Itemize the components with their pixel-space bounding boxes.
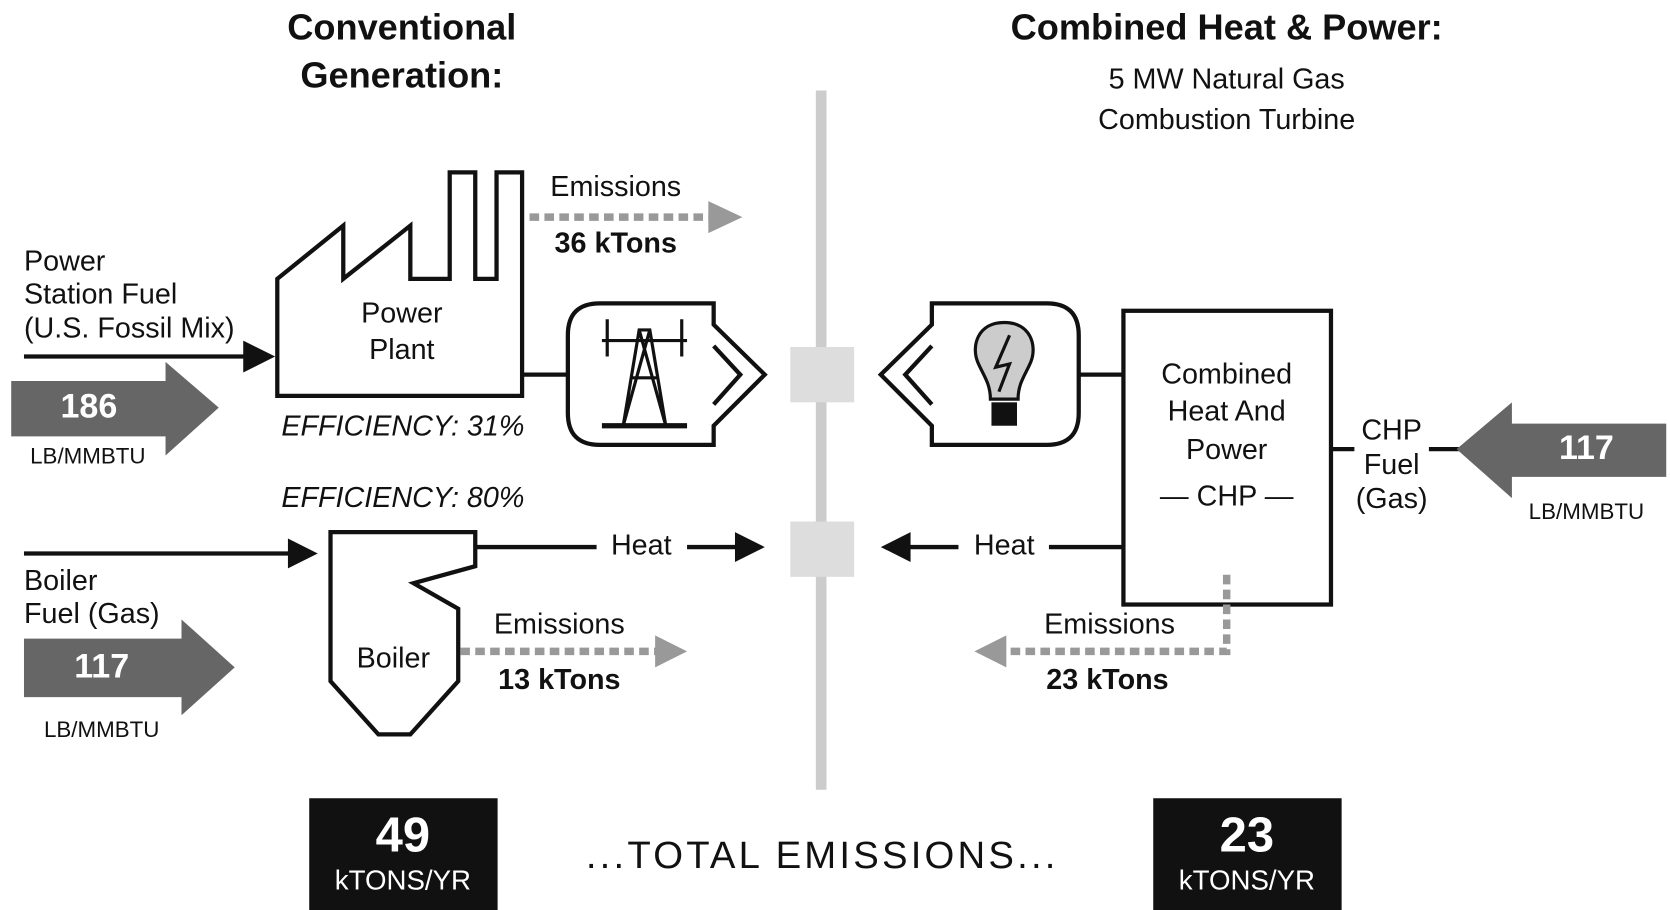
arrowhead	[243, 340, 276, 373]
total-unit: kTONS/YR	[335, 865, 471, 896]
efficiency: EFFICIENCY: 31%	[281, 410, 524, 442]
bulb-icon	[973, 320, 1035, 426]
emissions-arrow	[1003, 574, 1231, 656]
fuel-label: Fuel (Gas)	[24, 598, 160, 630]
heat-label: Heat	[974, 530, 1035, 562]
fuel-label: (Gas)	[1356, 483, 1428, 515]
arrowhead	[287, 538, 318, 569]
total-caption: ...TOTAL EMISSIONS...	[586, 834, 1059, 877]
fuel-unit: LB/MMBTU	[30, 444, 145, 469]
fuel-label: Boiler	[24, 565, 98, 597]
junction	[790, 521, 855, 577]
fuel-unit: LB/MMBTU	[44, 717, 159, 742]
arrowhead	[880, 532, 911, 562]
heat-label: Heat	[611, 530, 672, 562]
boiler-label: Boiler	[357, 642, 431, 674]
efficiency: EFFICIENCY: 80%	[281, 482, 524, 514]
fuel-label: Power	[24, 245, 106, 277]
fuel-label: (U.S. Fossil Mix)	[24, 313, 235, 345]
arrowhead	[734, 532, 765, 562]
fuel-label: Station Fuel	[24, 278, 177, 310]
chp-label: Heat And	[1168, 396, 1286, 428]
total-unit: kTONS/YR	[1179, 865, 1315, 896]
fuel-arrow	[11, 361, 219, 456]
emissions-value: 23 kTons	[1046, 664, 1168, 696]
right-title: Combined Heat & Power:	[1011, 6, 1443, 47]
total-box	[309, 798, 498, 910]
left-title: Generation:	[300, 54, 503, 95]
right-subtitle: 5 MW Natural Gas	[1109, 63, 1345, 95]
fuel-value: 117	[1559, 429, 1614, 467]
transmission-box	[565, 301, 768, 448]
total-value: 49	[376, 809, 430, 863]
total-box	[1153, 798, 1342, 910]
arrowhead	[655, 635, 688, 668]
left-title: Conventional	[287, 6, 516, 47]
boiler	[328, 530, 478, 737]
right-subtitle: Combustion Turbine	[1098, 104, 1355, 136]
fuel-arrow	[23, 619, 235, 716]
emissions-label: Emissions	[550, 171, 681, 203]
arrowhead	[974, 635, 1007, 668]
plant-label: Plant	[369, 334, 434, 366]
emissions-value: 13 kTons	[498, 664, 620, 696]
chp-label: — CHP —	[1160, 481, 1294, 513]
arrowhead	[708, 201, 743, 234]
total-value: 23	[1220, 809, 1274, 863]
fuel-value: 186	[61, 388, 118, 426]
arrow-notch	[902, 344, 934, 406]
power-plant	[275, 170, 525, 399]
fuel-label: Fuel	[1364, 449, 1420, 481]
fuel-unit: LB/MMBTU	[1529, 499, 1644, 524]
emissions-label: Emissions	[494, 608, 625, 640]
chp-label: Combined	[1161, 358, 1292, 390]
arrow-notch	[712, 344, 744, 406]
emissions-label: Emissions	[1044, 608, 1175, 640]
fuel-arrow	[1456, 402, 1667, 499]
junction	[790, 346, 855, 403]
plant-label: Power	[361, 298, 443, 330]
tower-icon	[601, 319, 688, 429]
fuel-label: CHP	[1361, 415, 1422, 447]
fuel-value: 117	[74, 647, 129, 685]
emissions-value: 36 kTons	[555, 227, 677, 259]
chp-label: Power	[1186, 434, 1268, 466]
electricity-box	[877, 301, 1081, 448]
